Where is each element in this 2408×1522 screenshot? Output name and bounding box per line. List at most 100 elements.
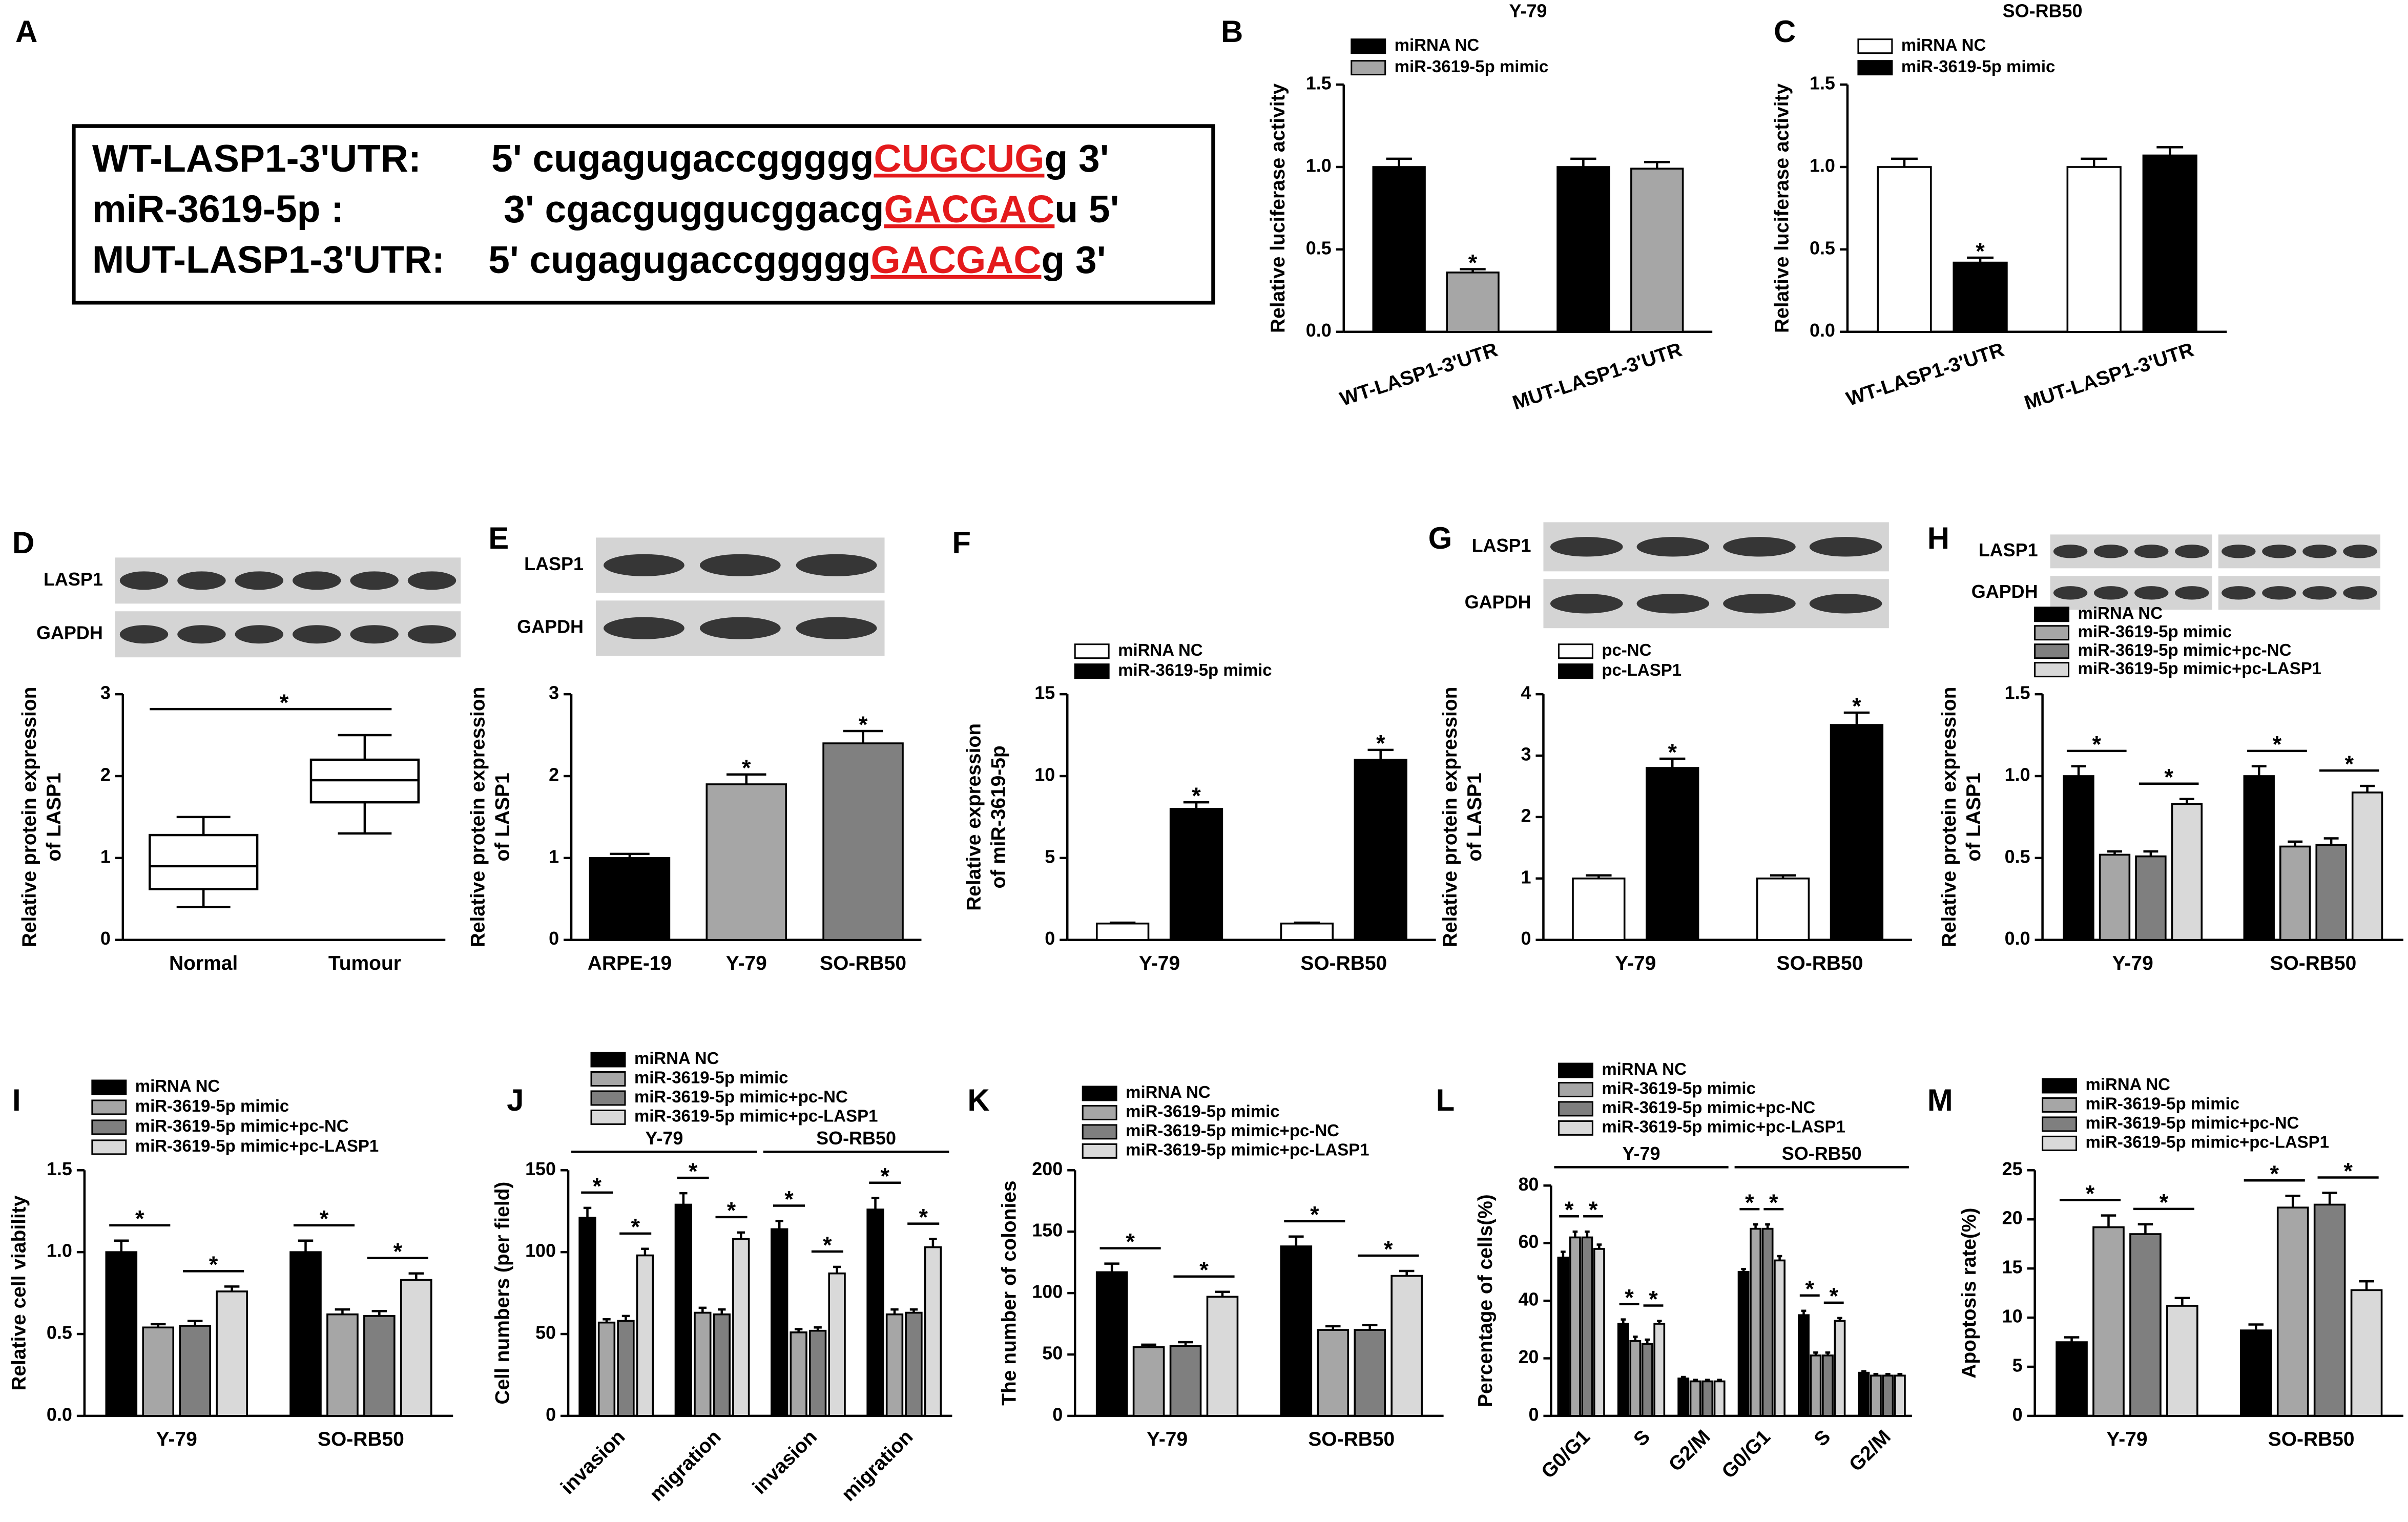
bar: [2350, 1289, 2383, 1417]
error-bar: [1570, 157, 1596, 167]
legend-swatch: [1074, 643, 1110, 659]
x-tick-label: WT-LASP1-3'UTR: [1843, 339, 2006, 410]
x-tick-label: G0/G1: [1537, 1426, 1594, 1483]
y-tick-label: 2: [1521, 805, 1531, 826]
blot-band: [796, 554, 877, 576]
blot-band: [1636, 594, 1710, 614]
y-tick-label: 2: [549, 764, 559, 785]
significance-star: *: [135, 1206, 144, 1232]
y-axis-label: Cell numbers (per field): [491, 1182, 513, 1405]
bar: [142, 1326, 175, 1417]
legend-swatch: [2042, 1135, 2078, 1151]
bar: [1317, 1329, 1350, 1417]
error-bar: [1104, 1262, 1119, 1273]
y-tick-label: 0.5: [47, 1322, 72, 1343]
y-tick-label: 20: [2002, 1207, 2023, 1228]
x-tick-label: invasion: [749, 1426, 821, 1498]
bar: [1756, 878, 1810, 941]
error-bar: [1753, 1223, 1758, 1229]
bar: [828, 1272, 846, 1417]
bar: [1701, 1380, 1714, 1417]
y-tick-label: 150: [525, 1158, 556, 1179]
bar: [617, 1320, 635, 1417]
group-label: SO-RB50: [1782, 1143, 1862, 1164]
error-bar: [1777, 1255, 1782, 1261]
bar: [2279, 845, 2311, 941]
bar: [1641, 1343, 1653, 1417]
error-bar: [1178, 1341, 1193, 1346]
bar: [924, 1246, 942, 1417]
error-bar: [718, 1308, 726, 1315]
bar: [363, 1315, 396, 1417]
error-bar: [2360, 784, 2375, 793]
blot-band: [2053, 545, 2088, 558]
legend-swatch: [590, 1052, 626, 1068]
blot-label: GAPDH: [517, 616, 584, 637]
legend-swatch: [1082, 1124, 1117, 1140]
error-bar: [641, 1247, 649, 1256]
significance-star: *: [1384, 1236, 1393, 1262]
bar: [2092, 1226, 2125, 1417]
y-axis-label: Relative luciferase activity: [1267, 83, 1289, 333]
error-bar: [871, 1197, 880, 1210]
bar: [866, 1208, 884, 1417]
y-axis-label: of LASP1: [491, 773, 513, 861]
blot-band: [2093, 545, 2128, 558]
legend-swatch: [2034, 662, 2070, 678]
blot-band: [699, 617, 781, 639]
bar: [2351, 791, 2383, 941]
error-bar: [890, 1308, 899, 1315]
blot-label: LASP1: [524, 553, 584, 574]
blot-band: [1809, 594, 1882, 614]
error-bar: [610, 852, 650, 858]
blot-band: [235, 625, 284, 644]
group-label: Y-79: [1623, 1143, 1660, 1164]
legend-swatch: [2042, 1097, 2078, 1113]
x-tick-label: Y-79: [156, 1428, 197, 1450]
legend-label: miR-3619-5p mimic+pc-LASP1: [135, 1136, 379, 1155]
legend-label: miRNA NC: [135, 1076, 220, 1095]
legend-label: miR-3619-5p mimic+pc-LASP1: [1602, 1117, 1845, 1136]
bar: [885, 1313, 904, 1417]
x-tick-label: SO-RB50: [2270, 952, 2356, 974]
error-bar: [1873, 1373, 1879, 1376]
y-tick-label: 15: [1034, 682, 1055, 703]
legend-swatch: [1558, 1062, 1593, 1078]
error-bar: [2359, 1280, 2374, 1290]
bar: [1761, 1227, 1774, 1417]
x-tick-label: invasion: [556, 1426, 629, 1498]
bar: [2315, 844, 2347, 941]
error-bar: [1861, 1370, 1866, 1373]
significance-star: *: [1589, 1197, 1598, 1223]
error-bar: [1705, 1379, 1710, 1382]
significance-star: *: [2086, 1180, 2095, 1206]
x-tick-label: Y-79: [1615, 952, 1656, 974]
legend-label: miRNA NC: [2078, 603, 2163, 622]
y-tick-label: 80: [1518, 1174, 1539, 1195]
error-bar: [2101, 1214, 2116, 1227]
bar: [2129, 1233, 2162, 1417]
bar: [2066, 166, 2122, 333]
y-tick-label: 1: [549, 846, 559, 867]
significance-star: *: [1976, 238, 1985, 264]
legend-label: miR-3619-5p mimic+pc-NC: [1126, 1121, 1339, 1140]
error-bar: [583, 1206, 592, 1218]
bar: [1750, 1227, 1762, 1417]
legend-label: miR-3619-5p mimic: [135, 1096, 289, 1115]
blot-band: [1550, 594, 1623, 614]
legend-swatch: [1558, 1081, 1593, 1097]
error-bar: [1967, 256, 1994, 263]
y-tick-label: 0.0: [2005, 928, 2030, 949]
error-bar: [2081, 157, 2108, 167]
significance-star: *: [2273, 732, 2282, 758]
y-axis-label: of LASP1: [1464, 773, 1486, 861]
x-tick-label: MUT-LASP1-3'UTR: [2022, 339, 2196, 414]
panel-label: D: [12, 526, 34, 560]
legend-swatch: [1074, 663, 1110, 679]
bar: [1737, 1271, 1750, 1417]
significance-star: *: [209, 1252, 218, 1278]
bar: [1653, 1323, 1666, 1417]
legend-swatch: [2034, 607, 2070, 622]
sequence-body: 5' cugagugaccggggg: [488, 238, 870, 281]
